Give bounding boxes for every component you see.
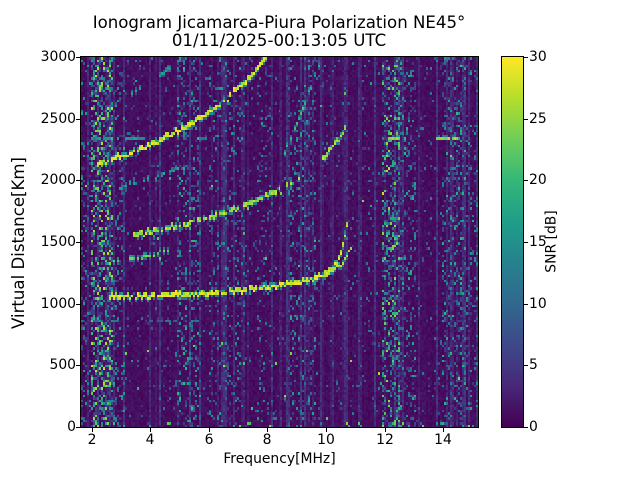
colorbar-tick-label: 25: [529, 111, 547, 127]
y-tick-label: 3000: [40, 49, 76, 65]
x-axis-label: Frequency[MHz]: [223, 451, 336, 467]
colorbar-tick-label: 10: [529, 296, 547, 312]
x-tick-mark: [326, 428, 327, 432]
y-tick-label: 1000: [40, 296, 76, 312]
x-tick-mark: [443, 428, 444, 432]
figure-title: Ionogram Jicamarca-Piura Polarization NE…: [92, 13, 466, 32]
x-tick-label: 10: [317, 432, 335, 448]
colorbar-tick-label: 20: [529, 172, 547, 188]
colorbar: [501, 56, 524, 428]
y-tick-label: 2000: [40, 172, 76, 188]
x-tick-mark: [150, 428, 151, 432]
colorbar-tick-mark: [524, 180, 528, 181]
ionogram-plot: [80, 56, 479, 428]
y-tick-label: 1500: [40, 234, 76, 250]
y-tick-label: 0: [67, 419, 76, 435]
colorbar-tick-mark: [524, 304, 528, 305]
colorbar-tick-label: 30: [529, 49, 547, 65]
colorbar-tick-mark: [524, 119, 528, 120]
y-tick-mark: [76, 119, 80, 120]
y-tick-mark: [76, 242, 80, 243]
y-tick-mark: [76, 427, 80, 428]
x-tick-mark: [209, 428, 210, 432]
figure-subtitle: 01/11/2025-00:13:05 UTC: [171, 31, 387, 50]
x-tick-label: 4: [145, 432, 155, 448]
colorbar-tick-label: 0: [529, 419, 538, 435]
x-tick-label: 6: [204, 432, 214, 448]
y-tick-label: 2500: [40, 111, 76, 127]
colorbar-tick-mark: [524, 57, 528, 58]
x-tick-label: 2: [87, 432, 97, 448]
y-axis-label: Virtual Distance[Km]: [9, 156, 28, 330]
colorbar-tick-mark: [524, 427, 528, 428]
x-tick-label: 12: [376, 432, 394, 448]
x-tick-mark: [385, 428, 386, 432]
x-tick-mark: [267, 428, 268, 432]
colorbar-tick-label: 15: [529, 234, 547, 250]
x-tick-label: 14: [434, 432, 452, 448]
colorbar-tick-label: 5: [529, 357, 538, 373]
y-tick-mark: [76, 365, 80, 366]
colorbar-tick-mark: [524, 242, 528, 243]
y-tick-mark: [76, 304, 80, 305]
y-tick-label: 500: [49, 357, 76, 373]
ionogram-heatmap-canvas: [81, 57, 478, 427]
x-tick-label: 8: [262, 432, 272, 448]
colorbar-gradient-canvas: [502, 57, 523, 427]
y-tick-mark: [76, 57, 80, 58]
x-tick-mark: [92, 428, 93, 432]
colorbar-tick-mark: [524, 365, 528, 366]
y-tick-mark: [76, 180, 80, 181]
